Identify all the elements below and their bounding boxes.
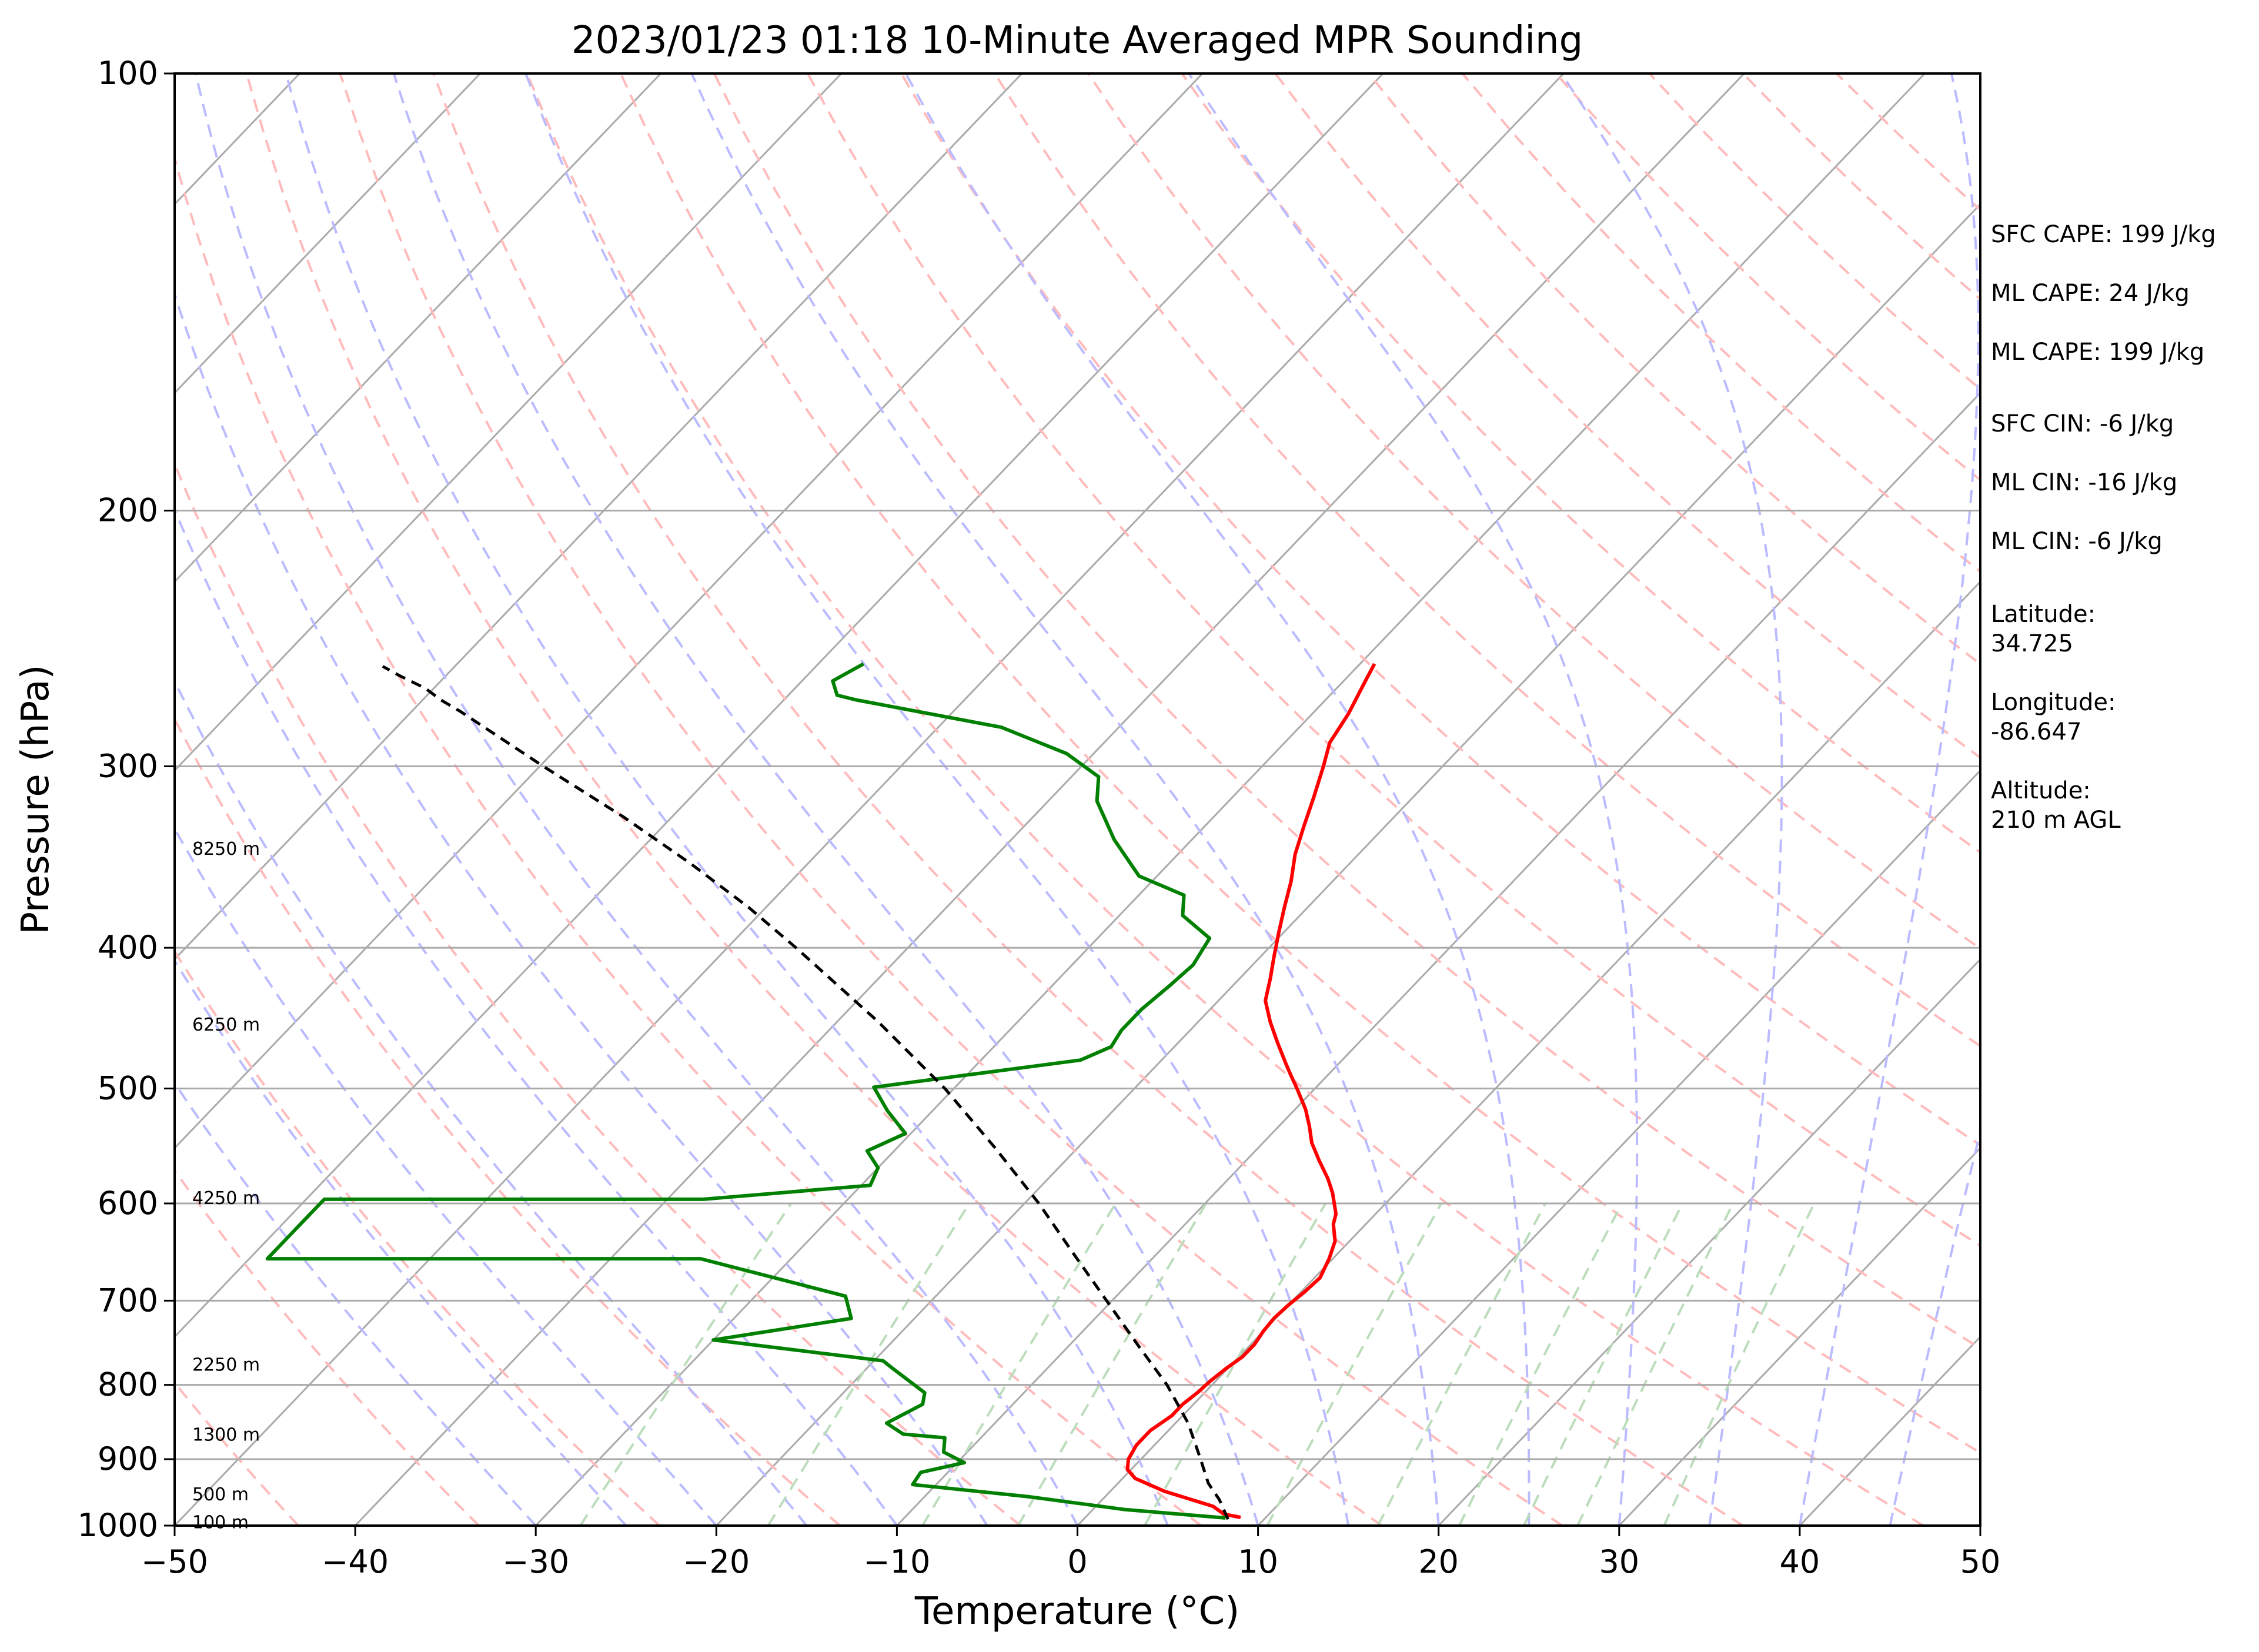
moist-adiabat-line [285, 73, 1169, 1526]
isotherm-line [175, 73, 1565, 1526]
y-tick-label: 600 [98, 1185, 158, 1222]
isotherm-line [535, 73, 1926, 1526]
y-tick-label: 400 [98, 929, 158, 966]
height-label: 4250 m [192, 1188, 260, 1209]
dry-adiabat-line [713, 73, 1980, 1350]
isotherm-line [175, 73, 1384, 1339]
isotherm-line [355, 73, 1745, 1526]
temperature-line [1125, 663, 1376, 1519]
isotherm-line [175, 73, 661, 583]
x-tick-label: −30 [502, 1543, 569, 1580]
moist-adiabat-line [175, 958, 627, 1526]
stat-annotation: ML CIN: -6 J/kg [1991, 528, 2163, 555]
moist-adiabat-line [175, 826, 717, 1526]
moist-adiabat-line [392, 73, 1259, 1526]
moist-adiabat-line [1889, 1126, 1980, 1526]
sounding-statistics: SFC CAPE: 199 J/kg ML CAPE: 24 J/kg ML CAP… [1991, 221, 2216, 834]
dry-adiabat-line [432, 73, 1744, 1526]
x-tick-label: 40 [1780, 1543, 1820, 1580]
y-tick-label: 500 [98, 1069, 158, 1106]
mixing-ratio-line [767, 1202, 971, 1526]
dry-adiabat-line [175, 949, 660, 1526]
x-tick-label: 20 [1418, 1543, 1459, 1580]
x-axis-label: Temperature (°C) [914, 1590, 1239, 1633]
height-label: 500 m [192, 1484, 249, 1505]
parcel-profile-line [382, 665, 1229, 1520]
isotherm-line [1077, 580, 1980, 1526]
moist-adiabat-line [175, 506, 898, 1526]
height-label: 1300 m [192, 1425, 260, 1446]
y-tick-label: 100 [98, 55, 158, 92]
y-tick-label: 200 [98, 492, 158, 529]
x-tick-label: 50 [1960, 1543, 2001, 1580]
isotherm-line [896, 392, 1980, 1526]
y-tick-label: 700 [98, 1282, 158, 1319]
isotherm-line [175, 73, 1023, 961]
x-axis-ticks: −50 −40 −30 −20 −10 0 10 20 30 40 50 [141, 1526, 2000, 1580]
stat-annotation: ML CIN: -16 J/kg [1991, 469, 2177, 496]
dry-adiabat-line [175, 153, 1202, 1526]
isotherm-line [175, 73, 842, 772]
dry-adiabat-line [994, 73, 1980, 1048]
dry-adiabat-line [175, 460, 1022, 1526]
x-tick-label: 0 [1067, 1543, 1087, 1580]
isotherm-line [175, 73, 1204, 1149]
stat-annotation: 34.725 [1991, 630, 2073, 657]
chart-title: 2023/01/23 01:18 10-Minute Averaged MPR … [572, 19, 1583, 62]
y-axis-label: Pressure (hPa) [14, 664, 58, 934]
stat-annotation: ML CAPE: 199 J/kg [1991, 339, 2204, 366]
dry-adiabat-line [339, 73, 1563, 1526]
y-tick-label: 300 [98, 747, 158, 784]
height-label: 8250 m [192, 839, 260, 860]
isotherm-line [175, 73, 481, 394]
x-tick-label: −20 [683, 1543, 750, 1580]
stat-annotation: ML CAPE: 24 J/kg [1991, 280, 2190, 307]
stat-annotation: Longitude: [1991, 689, 2116, 716]
y-axis-ticks: 100 200 300 400 500 600 700 800 900 1000 [78, 55, 175, 1544]
y-tick-label: 1000 [78, 1507, 158, 1544]
moist-adiabat-line [1560, 73, 1783, 1526]
dewpoint-line [265, 662, 1226, 1520]
dry-adiabat-line [175, 1380, 299, 1526]
stat-annotation: 210 m AGL [1991, 807, 2121, 834]
y-tick-label: 900 [98, 1440, 158, 1477]
height-label: 6250 m [192, 1015, 260, 1035]
stat-annotation: SFC CAPE: 199 J/kg [1991, 221, 2216, 248]
dry-adiabat-line [1087, 73, 1980, 950]
x-tick-label: −40 [322, 1543, 389, 1580]
isotherm-line [1618, 1146, 1980, 1526]
sounding-traces [265, 662, 1376, 1520]
isotherm-line [1438, 958, 1980, 1526]
height-label: 100 m [192, 1513, 249, 1533]
moist-adiabat-line [904, 73, 1530, 1526]
x-tick-label: 30 [1599, 1543, 1639, 1580]
moist-adiabat-line [175, 1081, 537, 1526]
background-lines [175, 73, 1980, 1526]
dry-adiabat-line [526, 73, 1924, 1526]
mixing-ratio-line [921, 1202, 1117, 1526]
moist-adiabat-line [1798, 73, 1980, 1526]
dry-adiabat-line [245, 73, 1383, 1526]
stat-annotation: -86.647 [1991, 718, 2081, 745]
moist-adiabat-line [175, 678, 808, 1526]
isotherm-line [716, 203, 1980, 1526]
x-tick-label: −50 [141, 1543, 208, 1580]
x-tick-label: 10 [1238, 1543, 1278, 1580]
height-label: 2250 m [192, 1355, 260, 1376]
stat-annotation: Altitude: [1991, 777, 2091, 804]
mixing-ratio-line [1017, 1202, 1207, 1526]
height-labels: 100 m 500 m 1300 m 2250 m 4250 m 6250 m 8250 m [192, 839, 260, 1533]
x-tick-label: −10 [863, 1543, 930, 1580]
stat-annotation: SFC CIN: -6 J/kg [1991, 410, 2174, 437]
moist-adiabat-line [524, 73, 1350, 1526]
moist-adiabat-line [690, 73, 1440, 1526]
stat-annotation: Latitude: [1991, 601, 2096, 628]
y-tick-label: 800 [98, 1366, 158, 1403]
dry-adiabat-line [175, 716, 841, 1526]
dry-adiabat-line [619, 73, 1980, 1454]
moist-adiabat-line [194, 73, 1079, 1526]
isotherm-line [1257, 769, 1980, 1526]
dry-adiabat-line [1274, 73, 1980, 760]
